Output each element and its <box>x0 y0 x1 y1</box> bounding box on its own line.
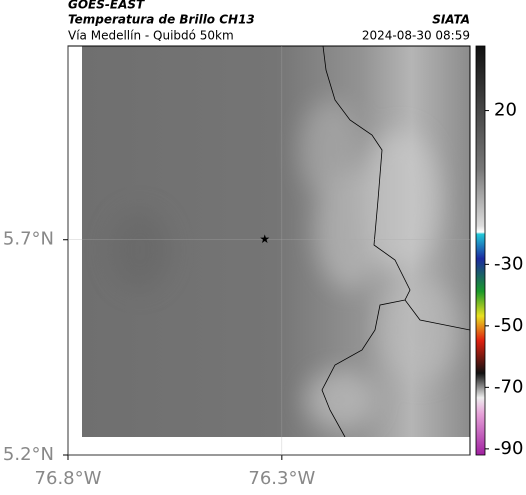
location-marker: ★ <box>259 232 270 246</box>
satellite-image <box>82 46 470 437</box>
y-tick-label: 5.2°N <box>3 444 54 465</box>
x-tick-label: 76.3°W <box>248 468 315 489</box>
colorbar-tick-label: -50 <box>494 315 523 336</box>
title: Temperatura de Brillo CH13 <box>68 13 255 27</box>
colorbar-tick-label: -30 <box>494 253 523 274</box>
datetime: 2024-08-30 08:59 <box>362 29 470 43</box>
x-tick-label: 76.8°W <box>35 468 102 489</box>
subtitle: Vía Medellín - Quibdó 50km <box>68 29 234 43</box>
colorbar-tick-label: -70 <box>494 376 523 397</box>
colorbar <box>475 45 486 456</box>
y-tick-label: 5.7°N <box>3 229 54 250</box>
colorbar-tick-label: 20 <box>494 100 517 121</box>
agency: SIATA <box>432 13 470 27</box>
colorbar-tick-label: -90 <box>494 438 523 459</box>
source: GOES-EAST <box>68 0 145 12</box>
